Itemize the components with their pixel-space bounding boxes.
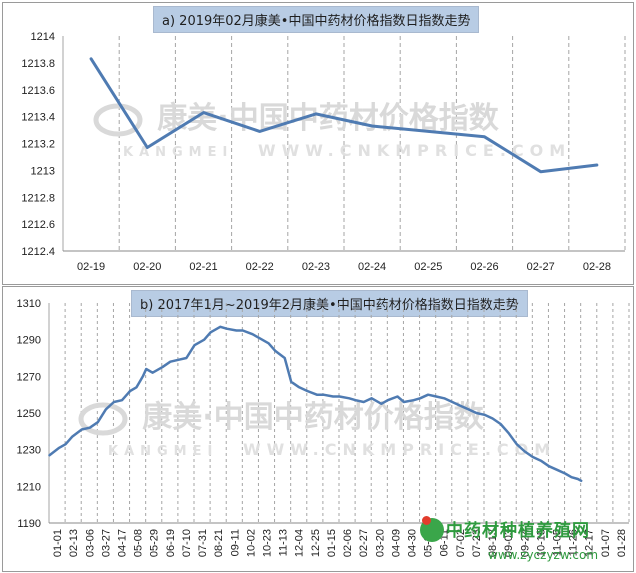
x-tick-label: 05-08	[133, 529, 145, 557]
x-tick-label: 02-06	[342, 529, 354, 557]
x-tick-label: 08-13	[487, 529, 499, 557]
x-tick-label: 07-10	[181, 529, 193, 557]
data-point	[483, 135, 486, 138]
x-tick-label: 02-13	[68, 529, 80, 557]
x-tick-label: 05-29	[149, 529, 161, 557]
watermark-logo-ring	[93, 103, 143, 137]
x-tick-label: 07-31	[197, 529, 209, 557]
y-tick-label: 1213.8	[21, 58, 55, 70]
watermark-roman: KANGMEI	[108, 444, 218, 459]
y-tick-label: 1214	[31, 31, 55, 43]
chart-b-svg: 1310 1290 1270 1250 1230 1210 1190 01-01 02-13 03…	[17, 298, 630, 557]
y-tick-label: 1310	[17, 298, 41, 310]
x-tick-label: 04-09	[390, 529, 402, 557]
x-tick-label: 01-01	[52, 529, 64, 557]
watermark-brand: 康美·中国中药材价格指数	[157, 101, 499, 136]
watermark-roman: KANGMEI	[123, 145, 233, 160]
x-tick-label: 04-17	[117, 529, 129, 557]
x-tick-label: 01-07	[600, 529, 612, 557]
x-tick-label: 03-27	[100, 529, 112, 557]
y-tick-label: 1213.4	[21, 112, 55, 124]
y-tick-label: 1250	[17, 408, 41, 420]
y-tick-label: 1230	[17, 445, 41, 457]
watermark-url: WWW.CNKMPRICE.COM	[258, 141, 571, 160]
y-tick-label: 1212.4	[21, 246, 55, 258]
chart-b-panel: b) 2017年1月~2019年2月康美•中国中药材价格指数日指数走势 1310…	[2, 286, 634, 572]
x-tick-label: 01-15	[326, 529, 338, 557]
x-tick-label: 02-25	[414, 261, 442, 273]
x-tick-label: 09-24	[519, 529, 531, 557]
x-tick-label: 12-04	[294, 529, 306, 557]
y-tick-label: 1213.6	[21, 85, 55, 97]
x-tick-label: 07-02	[455, 529, 467, 557]
y-tick-label: 1270	[17, 371, 41, 383]
data-point	[146, 146, 149, 149]
chart-a-title: a) 2019年02月康美•中国中药材价格指数日指数走势	[153, 6, 480, 33]
x-tick-label: 02-21	[189, 261, 217, 273]
x-tick-label: 08-21	[213, 529, 225, 557]
chart-a-panel: a) 2019年02月康美•中国中药材价格指数日指数走势 1214 1213.8 1…	[2, 2, 634, 285]
y-tick-label: 1212.6	[21, 219, 55, 231]
series-line	[89, 57, 599, 174]
data-point	[595, 163, 599, 167]
x-tick-label: 11-05	[552, 529, 564, 556]
data-point	[89, 57, 93, 61]
watermark-logo-icon	[93, 103, 143, 137]
x-tick-label: 02-28	[583, 261, 611, 273]
chart-a-svg: 1214 1213.8 1213.6 1213.4 1213.2 1213 1212.8 12…	[21, 31, 626, 273]
series-line	[48, 325, 583, 483]
chart-b-title: b) 2017年1月~2019年2月康美•中国中药材价格指数日指数走势	[131, 290, 528, 317]
x-tick-label: 10-15	[535, 529, 547, 557]
data-point	[427, 130, 430, 133]
watermark-logo-ring	[78, 402, 128, 436]
data-point	[314, 112, 318, 116]
y-tick-label: 1210	[17, 481, 41, 493]
x-tick-label: 03-20	[374, 529, 386, 557]
y-tick-label: 1213	[31, 165, 55, 177]
x-tick-label: 02-22	[246, 261, 274, 273]
x-tick-label: 11-13	[278, 529, 290, 556]
site-logo: 中药材种植养殖网 www.zyczyzw.com	[418, 512, 632, 570]
data-point	[370, 124, 374, 128]
logo-name: 中药材种植养殖网	[446, 521, 590, 541]
x-tick-label: 12-17	[584, 529, 596, 557]
watermark-brand: 康美·中国中药材价格指数	[142, 400, 484, 435]
x-tick-label: 02-23	[302, 261, 330, 273]
watermark-url: WWW.CNKMPRICE.COM	[243, 440, 556, 459]
x-tick-label: 09-11	[229, 529, 241, 556]
x-tick-label: 12-25	[310, 529, 322, 557]
y-tick-label: 1213.2	[21, 139, 55, 151]
x-tick-label: 11-26	[568, 529, 580, 556]
data-point	[539, 170, 542, 173]
x-tick-label: 02-27	[527, 261, 555, 273]
x-tick-label: 02-19	[77, 261, 105, 273]
x-tick-label: 10-23	[262, 529, 274, 557]
x-tick-label: 09-03	[503, 529, 515, 557]
y-tick-label: 1190	[17, 518, 41, 530]
x-tick-label: 02-20	[133, 261, 161, 273]
x-tick-label: 02-26	[470, 261, 498, 273]
x-tick-label: 06-19	[165, 529, 177, 557]
data-point	[202, 111, 205, 114]
logo-url: www.zyczyzw.com	[488, 548, 599, 562]
x-tick-label: 02-24	[358, 261, 386, 273]
x-tick-label: 10-02	[245, 529, 257, 557]
y-tick-label: 1212.8	[21, 192, 55, 204]
y-tick-label: 1290	[17, 335, 41, 347]
x-tick-label: 01-28	[616, 529, 628, 557]
watermark-logo-icon	[78, 402, 128, 436]
logo-icon	[420, 516, 444, 542]
data-point	[258, 130, 261, 133]
x-tick-label: 04-30	[407, 529, 419, 557]
x-tick-label: 03-06	[84, 529, 96, 557]
x-tick-label: 02-27	[358, 529, 370, 557]
x-tick-label: 07-23	[471, 529, 483, 557]
